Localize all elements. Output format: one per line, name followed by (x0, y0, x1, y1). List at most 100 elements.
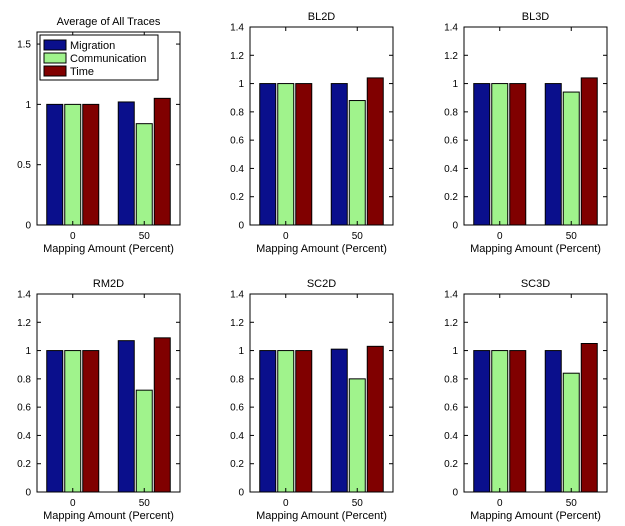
y-tick-label: 0 (25, 488, 31, 499)
x-tick-label: 50 (139, 498, 151, 509)
bar-migration-0 (259, 350, 277, 493)
x-axis-label: Mapping Amount (Percent) (470, 243, 601, 255)
y-tick-label: 0 (452, 488, 458, 499)
y-tick-label: 0.8 (444, 107, 458, 118)
chart-panel: 0 0.2 0.4 0.6 0.8 1 1.2 1.4 0 50 RM2D Mapping Amoun… (17, 278, 181, 522)
x-tick-label: 50 (566, 498, 578, 509)
bar-communication-50 (348, 100, 366, 226)
bar-communication-50 (348, 378, 366, 493)
y-tick-label: 0.2 (17, 459, 31, 470)
bar-time-50 (366, 77, 384, 226)
chart-title: BL2D (308, 11, 336, 23)
plot-area-frame (463, 293, 608, 493)
y-tick-label: 0.6 (444, 403, 458, 414)
x-axis-label: Mapping Amount (Percent) (43, 243, 174, 255)
x-tick-label: 50 (352, 231, 364, 242)
x-tick-label: 0 (283, 231, 289, 242)
bar-communication-0 (491, 350, 509, 493)
x-tick-label: 50 (352, 498, 364, 509)
y-tick-label: 1.2 (230, 318, 244, 329)
bar-time-0 (295, 83, 313, 226)
bar-time-0 (295, 350, 313, 493)
bar-time-50 (580, 77, 598, 226)
bar-time-50 (153, 337, 171, 493)
bar-migration-50 (544, 83, 562, 226)
x-axis-label: Mapping Amount (Percent) (256, 243, 387, 255)
y-tick-label: 1 (238, 79, 244, 90)
bar-migration-50 (544, 350, 562, 493)
bar-migration-0 (259, 83, 277, 226)
x-axis-label: Mapping Amount (Percent) (256, 510, 387, 522)
x-tick-label: 50 (139, 231, 151, 242)
y-tick-label: 0.4 (230, 164, 244, 175)
y-tick-label: 0.4 (444, 431, 458, 442)
bar-time-0 (509, 350, 527, 493)
y-tick-label: 1.2 (230, 51, 244, 62)
bar-migration-50 (330, 348, 348, 493)
bar-time-50 (580, 343, 598, 493)
chart-panel: 0 0.2 0.4 0.6 0.8 1 1.2 1.4 0 50 BL2D Mapping Amoun… (230, 11, 394, 255)
y-tick-label: 1.4 (17, 290, 31, 301)
chart-panel: 0 0.2 0.4 0.6 0.8 1 1.2 1.4 0 50 SC3D Mapping Amoun… (444, 278, 608, 522)
y-tick-label: 0.2 (230, 192, 244, 203)
bar-migration-50 (330, 83, 348, 226)
chart-title: RM2D (93, 278, 124, 290)
y-tick-label: 1.2 (17, 318, 31, 329)
legend-swatch-communication (43, 52, 67, 64)
y-tick-label: 1.2 (444, 51, 458, 62)
bar-communication-0 (64, 350, 82, 493)
bar-communication-0 (64, 103, 82, 226)
y-tick-label: 0.4 (230, 431, 244, 442)
y-tick-label: 0.6 (230, 403, 244, 414)
y-tick-label: 0.4 (444, 164, 458, 175)
y-tick-label: 1.4 (444, 23, 458, 34)
y-tick-label: 1 (25, 346, 31, 357)
chart-title: SC3D (521, 278, 550, 290)
y-tick-label: 0.6 (444, 136, 458, 147)
y-tick-label: 0 (238, 488, 244, 499)
y-tick-label: 1.5 (17, 40, 31, 51)
y-tick-label: 0.2 (444, 192, 458, 203)
y-tick-label: 0.2 (444, 459, 458, 470)
bar-time-50 (153, 97, 171, 226)
bar-communication-50 (562, 91, 580, 226)
bar-time-0 (82, 103, 100, 226)
y-tick-label: 0.5 (17, 160, 31, 171)
bar-communication-0 (277, 350, 295, 493)
x-tick-label: 0 (70, 498, 76, 509)
y-tick-label: 0.6 (230, 136, 244, 147)
legend-swatch-time (43, 65, 67, 77)
bar-time-0 (509, 83, 527, 226)
chart-title: BL3D (522, 11, 550, 23)
plot-area-frame (36, 293, 181, 493)
bar-migration-50 (117, 340, 135, 493)
legend-label-communication: Communication (70, 53, 146, 65)
x-axis-label: Mapping Amount (Percent) (43, 510, 174, 522)
bar-communication-0 (491, 83, 509, 226)
y-tick-label: 1 (452, 346, 458, 357)
x-tick-label: 0 (70, 231, 76, 242)
bar-communication-50 (135, 389, 153, 493)
y-tick-label: 0 (452, 221, 458, 232)
y-tick-label: 1.2 (444, 318, 458, 329)
bar-communication-0 (277, 83, 295, 226)
x-tick-label: 0 (283, 498, 289, 509)
y-tick-label: 1.4 (230, 290, 244, 301)
chart-panel: 0 0.2 0.4 0.6 0.8 1 1.2 1.4 0 50 BL3D Mapping Amoun… (444, 11, 608, 255)
x-axis-label: Mapping Amount (Percent) (470, 510, 601, 522)
y-tick-label: 1.4 (444, 290, 458, 301)
bar-time-50 (366, 345, 384, 493)
legend-label-migration: Migration (70, 40, 115, 52)
y-tick-label: 1 (238, 346, 244, 357)
bar-migration-0 (46, 350, 64, 493)
y-tick-label: 1 (452, 79, 458, 90)
y-tick-label: 0 (25, 221, 31, 232)
bar-migration-0 (473, 83, 491, 226)
legend-swatch-migration (43, 39, 67, 51)
y-tick-label: 0.8 (444, 374, 458, 385)
y-tick-label: 0.6 (17, 403, 31, 414)
y-tick-label: 1.4 (230, 23, 244, 34)
bar-communication-50 (135, 123, 153, 226)
